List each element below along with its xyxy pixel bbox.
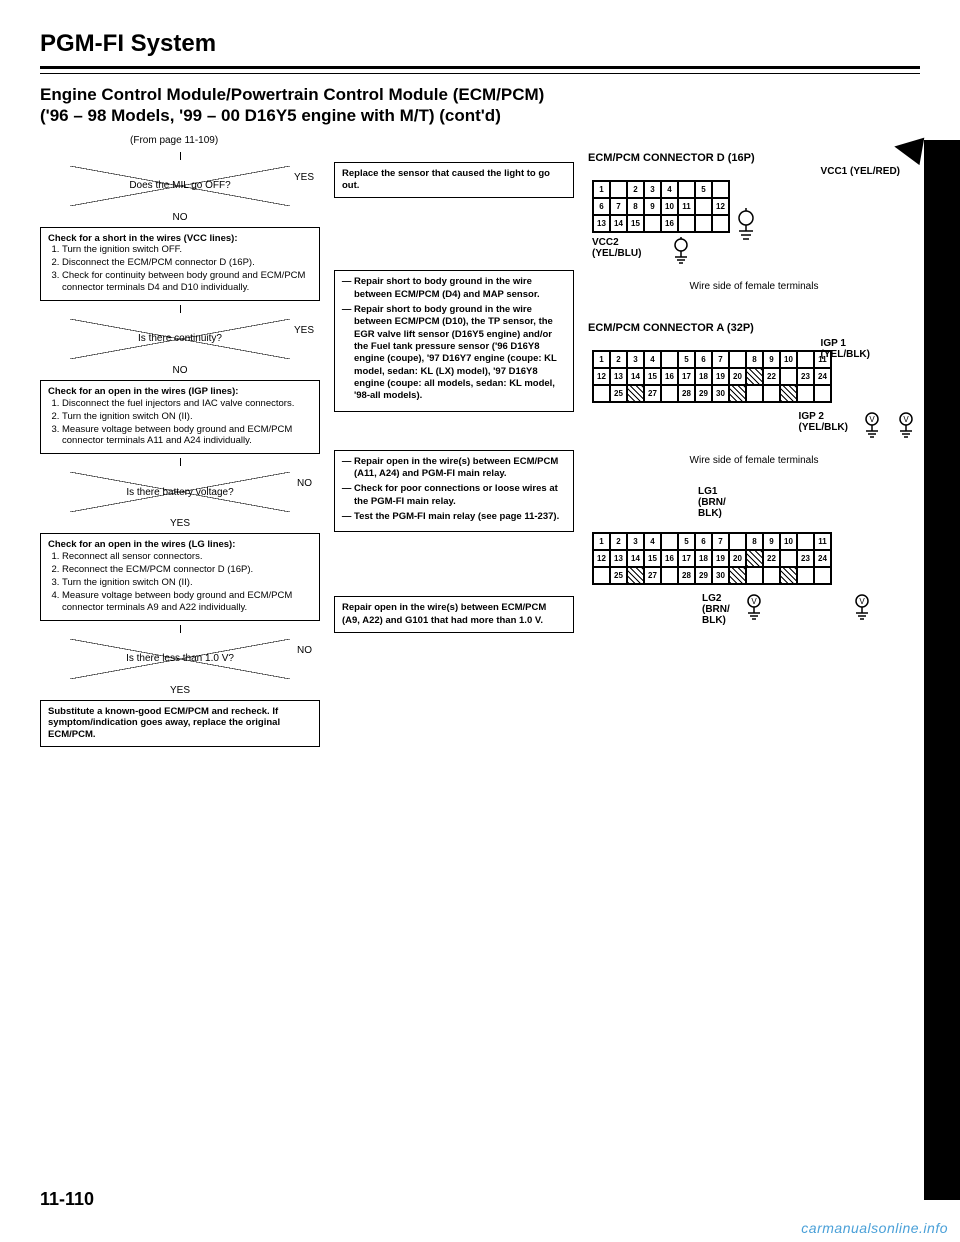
- pin-label-vcc2: VCC2 (YEL/BLU): [592, 237, 641, 267]
- result-item: Check for poor connections or loose wire…: [354, 483, 566, 508]
- decision-continuity: Is there continuity? YES: [70, 319, 290, 359]
- step: Disconnect the fuel injectors and IAC va…: [62, 398, 312, 410]
- process-title: Check for an open in the wires (LG lines…: [48, 539, 312, 551]
- ground-icon: V: [896, 411, 916, 441]
- pin-label-lg1: LG1 (BRN/ BLK): [698, 486, 726, 519]
- yes-label: YES: [40, 518, 320, 529]
- decision-mil-off: Does the MIL go OFF? YES: [70, 166, 290, 206]
- connector-caption: Wire side of female terminals: [588, 281, 920, 292]
- step: Turn the ignition switch ON (II).: [62, 577, 312, 589]
- no-label: NO: [40, 212, 320, 223]
- result-item: Test the PGM-FI main relay (see page 11-…: [354, 511, 566, 523]
- yes-label: YES: [294, 325, 314, 336]
- section-title-line1: Engine Control Module/Powertrain Control…: [40, 85, 544, 104]
- decision-text: Is there continuity?: [108, 333, 252, 344]
- result-repair-short: Repair short to body ground in the wire …: [334, 270, 574, 411]
- process-title: Check for an open in the wires (IGP line…: [48, 386, 312, 398]
- step: Reconnect the ECM/PCM connector D (16P).: [62, 564, 312, 576]
- result-repair-open-lg: Repair open in the wire(s) between ECM/P…: [334, 596, 574, 633]
- divider: [40, 66, 920, 69]
- section-title-line2: ('96 – 98 Models, '99 – 00 D16Y5 engine …: [40, 106, 501, 125]
- page-number: 11-110: [40, 1189, 94, 1210]
- process-igp-check: Check for an open in the wires (IGP line…: [40, 380, 320, 454]
- pin-label-igp2: IGP 2 (YEL/BLK): [799, 411, 848, 433]
- step: Turn the ignition switch OFF.: [62, 244, 312, 256]
- ground-icon: [736, 208, 756, 242]
- connector-a-32p: ECM/PCM CONNECTOR A (32P) IGP 1 (YEL/BLK…: [588, 322, 920, 466]
- result-item: Repair short to body ground in the wire …: [354, 276, 566, 301]
- no-label: NO: [297, 645, 312, 656]
- process-lg-check: Check for an open in the wires (LG lines…: [40, 533, 320, 620]
- svg-text:V: V: [869, 415, 875, 424]
- pin-grid: 1234567891011121314151617181920222324252…: [592, 350, 832, 403]
- connector-diagrams: ECM/PCM CONNECTOR D (16P) VCC1 (YEL/RED)…: [588, 152, 920, 752]
- from-page-ref: (From page 11-109): [130, 135, 920, 146]
- ground-icon: [671, 237, 691, 267]
- no-label: NO: [297, 478, 312, 489]
- flowchart-results: Replace the sensor that caused the light…: [334, 152, 574, 752]
- connector-title: ECM/PCM CONNECTOR A (32P): [588, 322, 920, 334]
- step: Measure voltage between body ground and …: [62, 590, 312, 614]
- decision-battery-voltage: Is there battery voltage? NO: [70, 472, 290, 512]
- step: Reconnect all sensor connectors.: [62, 551, 312, 563]
- step: Check for continuity between body ground…: [62, 270, 312, 294]
- process-steps: Reconnect all sensor connectors. Reconne…: [62, 551, 312, 613]
- connector-caption: Wire side of female terminals: [588, 455, 920, 466]
- yes-label: YES: [294, 172, 314, 183]
- step: Disconnect the ECM/PCM connector D (16P)…: [62, 257, 312, 269]
- decision-text: Is there battery voltage?: [96, 487, 263, 498]
- pin-label-vcc1: VCC1 (YEL/RED): [821, 166, 900, 177]
- yes-label: YES: [40, 685, 320, 696]
- decision-text: Is there less than 1.0 V?: [96, 653, 264, 664]
- ground-icon: V: [852, 593, 872, 623]
- result-item: Repair short to body ground in the wire …: [354, 304, 566, 403]
- watermark: carmanualsonline.info: [801, 1220, 948, 1236]
- decision-text: Does the MIL go OFF?: [99, 180, 260, 191]
- result-replace-sensor: Replace the sensor that caused the light…: [334, 162, 574, 199]
- svg-text:V: V: [751, 597, 757, 606]
- flowchart-left: Does the MIL go OFF? YES NO Check for a …: [40, 152, 320, 752]
- ground-icon: V: [744, 593, 764, 623]
- process-steps: Disconnect the fuel injectors and IAC va…: [62, 398, 312, 448]
- step: Turn the ignition switch ON (II).: [62, 411, 312, 423]
- pin-label-igp1: IGP 1 (YEL/BLK): [821, 338, 870, 360]
- result-item: Repair open in the wire(s) between ECM/P…: [354, 456, 566, 481]
- pin-grid: 1234567891011121314151617181920222324252…: [592, 532, 832, 585]
- svg-text:V: V: [903, 415, 909, 424]
- page-title: PGM-FI System: [40, 30, 920, 58]
- divider-thin: [40, 73, 920, 74]
- ground-icon: V: [862, 411, 882, 441]
- svg-text:V: V: [859, 597, 865, 606]
- pin-label-lg2: LG2 (BRN/ BLK): [702, 593, 730, 626]
- step: Measure voltage between body ground and …: [62, 424, 312, 448]
- connector-title: ECM/PCM CONNECTOR D (16P): [588, 152, 920, 164]
- no-label: NO: [40, 365, 320, 376]
- process-vcc-check: Check for a short in the wires (VCC line…: [40, 227, 320, 301]
- process-steps: Turn the ignition switch OFF. Disconnect…: [62, 244, 312, 294]
- result-repair-open-igp: Repair open in the wire(s) between ECM/P…: [334, 450, 574, 533]
- section-title: Engine Control Module/Powertrain Control…: [40, 84, 920, 127]
- connector-lg: LG1 (BRN/ BLK) 1234567891011121314151617…: [588, 496, 920, 630]
- connector-d-16p: ECM/PCM CONNECTOR D (16P) VCC1 (YEL/RED)…: [588, 152, 920, 292]
- pin-grid: 12345678910111213141516: [592, 180, 730, 233]
- process-substitute-ecm: Substitute a known-good ECM/PCM and rech…: [40, 700, 320, 748]
- process-title: Check for a short in the wires (VCC line…: [48, 233, 312, 245]
- decision-less-than-1v: Is there less than 1.0 V? NO: [70, 639, 290, 679]
